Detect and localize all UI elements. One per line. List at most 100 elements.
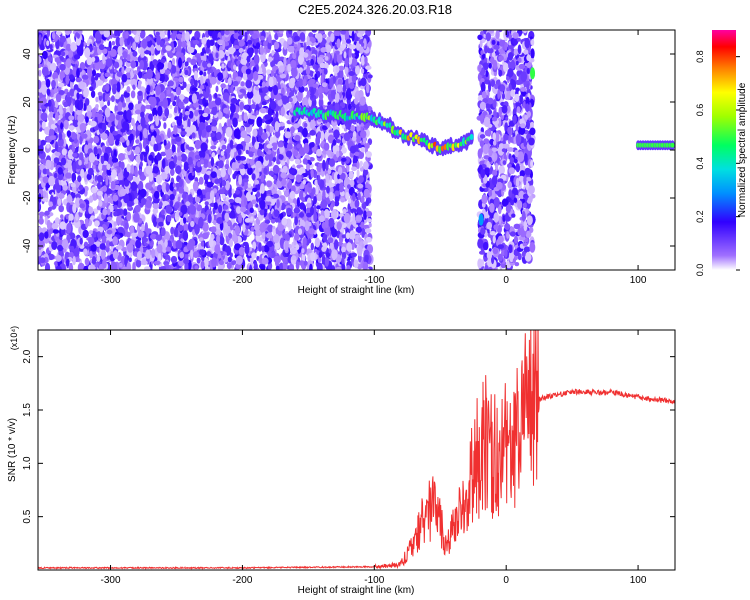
spectrogram-noise-cell	[175, 51, 181, 58]
spectrogram-noise-cell	[316, 262, 323, 270]
spectrogram-noise-cell	[227, 77, 232, 86]
spectrogram-noise-cell	[306, 163, 310, 171]
spectrogram-noise-cell	[255, 86, 260, 91]
spectrogram-noise-cell	[304, 87, 309, 92]
spectrogram-noise-cell	[229, 139, 234, 149]
spectrogram-noise-cell	[170, 168, 175, 177]
spectrogram-noise-cell	[265, 201, 272, 206]
spectrogram-noise-cell	[86, 66, 93, 78]
spectrogram-noise-cell	[316, 193, 323, 202]
spectrogram-noise-cell	[175, 165, 182, 175]
spectrogram-noise-cell	[57, 82, 65, 88]
spectrogram-noise-cell	[343, 51, 347, 59]
spectrogram-noise-cell	[293, 35, 301, 42]
spectrogram-noise-cell	[165, 150, 170, 161]
spectrogram-noise-cell	[295, 244, 300, 251]
spectrogram-noise-cell	[354, 199, 360, 208]
spectrogram-noise-cell	[131, 56, 138, 61]
spectrogram-noise-cell	[230, 103, 236, 114]
spectrogram-noise-cell	[49, 62, 57, 72]
spectrogram-noise-cell	[98, 44, 105, 51]
spectrogram-noise-cell	[327, 237, 334, 244]
spectrogram-noise-cell	[183, 186, 189, 192]
spectrogram-noise-cell	[358, 80, 363, 86]
spectrogram-noise-cell	[254, 179, 260, 185]
spectrogram-noise-cell	[38, 159, 41, 165]
spectrogram-noise-cell	[265, 180, 273, 188]
spectrogram-noise-cell	[166, 215, 172, 222]
spectrogram-noise-cell	[198, 176, 204, 185]
spectrogram-noise-cell	[202, 232, 209, 240]
spectrogram-noise-cell	[183, 258, 190, 265]
spectrogram-noise-cell	[367, 218, 372, 223]
spectrogram-noise-cell	[169, 193, 175, 201]
spectrogram-noise-cell	[368, 222, 372, 228]
spectrogram-noise-cell	[90, 90, 96, 98]
spectrogram-noise-cell	[192, 251, 199, 258]
spectrogram-noise-cell	[295, 261, 300, 270]
spectrogram-noise-cell	[355, 65, 360, 75]
spectrogram-noise-cell	[266, 69, 272, 75]
spectrogram-noise-cell	[65, 172, 72, 179]
spectrogram-noise-cell	[240, 81, 245, 87]
spectrogram-noise-cell	[351, 166, 358, 172]
spectrogram-noise-cell	[138, 71, 143, 79]
spectrogram-noise-cell	[199, 249, 206, 256]
spectrogram-noise-cell	[301, 248, 305, 254]
spectrogram-noise-cell	[89, 263, 96, 270]
spectrogram-noise-cell	[190, 220, 195, 228]
spectrogram-noise-cell	[109, 49, 117, 57]
spectrogram-noise-cell	[352, 212, 356, 223]
spectrogram-noise-cell	[165, 76, 169, 81]
spectrogram-noise-cell	[85, 217, 89, 228]
spectrogram-noise-cell	[138, 168, 142, 177]
spectrogram-noise-cell	[75, 76, 83, 83]
spectrogram-noise-cell	[130, 69, 134, 78]
spectrogram-noise-cell	[63, 248, 67, 253]
spectrogram-noise-cell	[304, 184, 308, 195]
spectrogram-noise-cell	[309, 129, 316, 136]
spectrogram-noise-cell	[199, 70, 204, 76]
spectrogram-noise-cell	[311, 187, 316, 195]
spectrogram-noise-cell	[144, 222, 148, 233]
spectrogram-noise-cell	[261, 101, 267, 106]
spectrogram-noise-cell	[287, 46, 295, 53]
spectrogram-noise-cell	[366, 210, 373, 218]
spectrogram-noise-cell	[187, 215, 192, 223]
spectrogram-noise-cell	[170, 255, 178, 264]
spectrogram-noise-cell	[224, 114, 230, 119]
spectrogram-noise-cell	[101, 133, 108, 141]
spectrogram-noise-cell	[126, 86, 131, 93]
spectrogram-noise-cell	[49, 44, 53, 50]
spectrogram-noise-cell	[350, 252, 357, 258]
spectrogram-noise-cell	[139, 30, 146, 39]
spectrogram-noise-cell	[342, 83, 347, 93]
spectrogram-noise-cell	[139, 188, 147, 198]
spectrogram-noise-cell	[329, 158, 335, 167]
spectrogram-noise-cell	[308, 142, 315, 148]
spectrogram-noise-cell	[191, 87, 198, 92]
spectrogram-noise-cell	[253, 262, 258, 270]
spectrogram-noise-cell	[256, 116, 263, 128]
spectrogram-noise-cell	[219, 236, 225, 246]
spectrogram-noise-cell	[283, 40, 288, 50]
spectrogram-noise-cell	[125, 231, 131, 238]
spectrogram-noise-cell	[210, 226, 217, 233]
spectrogram-noise-cell	[260, 174, 265, 183]
spectrogram-noise-cell	[357, 192, 361, 200]
spectrogram-noise-cell	[135, 155, 142, 164]
spectrogram-noise-cell	[123, 58, 127, 63]
spectrogram-noise-cell	[139, 131, 143, 142]
spectrogram-noise-cell	[358, 150, 365, 160]
spectrogram-noise-cell	[303, 142, 310, 154]
spectrogram-noise-cell	[58, 114, 63, 119]
spectrogram-noise-cell	[91, 74, 95, 85]
spectrogram-noise-cell	[245, 79, 253, 89]
spectrogram-noise-cell	[340, 197, 346, 203]
spectrogram-noise-cell	[126, 139, 130, 147]
spectrogram-noise-cell	[126, 262, 132, 270]
spectrogram-noise-cell	[273, 30, 280, 34]
spectrogram-noise-cell	[335, 266, 342, 270]
spectrogram-noise-cell	[302, 237, 307, 247]
